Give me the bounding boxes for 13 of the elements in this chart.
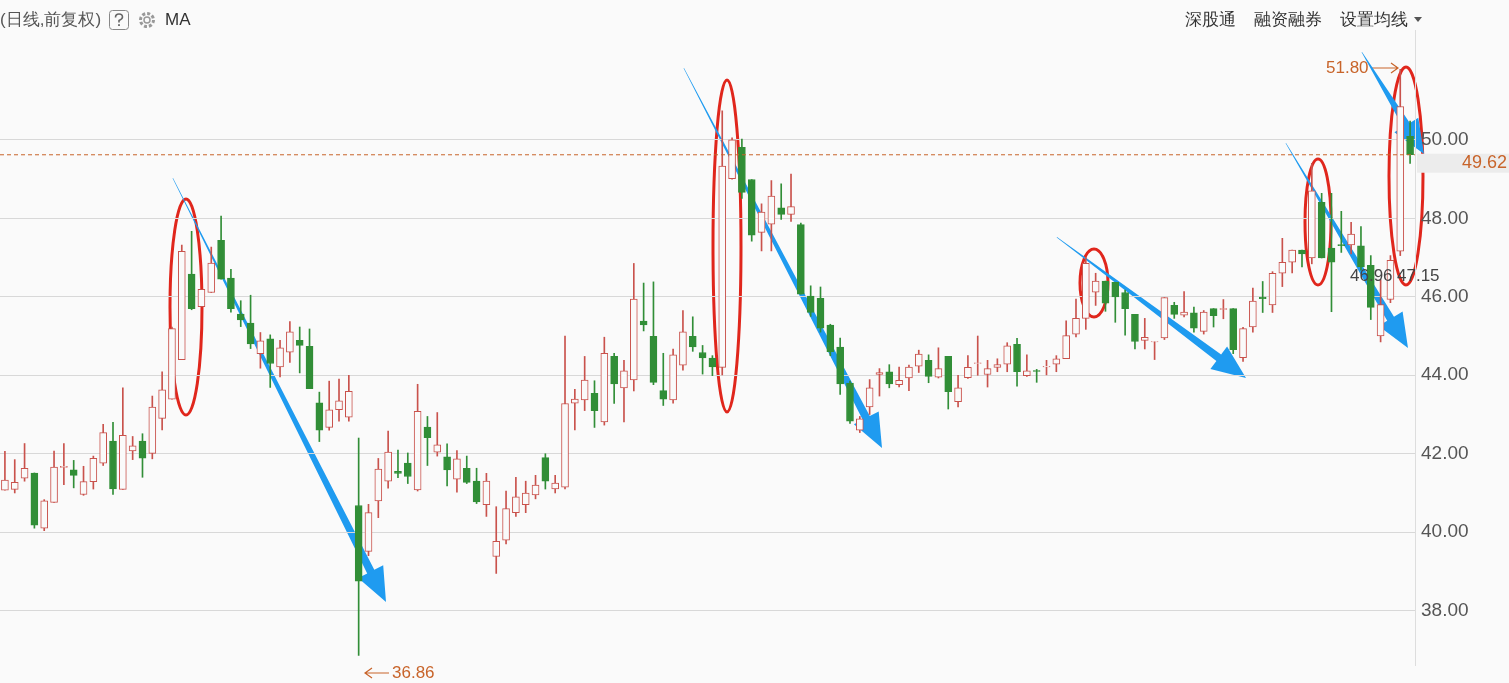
y-tick-label: 46.00: [1421, 285, 1469, 307]
text: 设置均线: [1340, 9, 1408, 31]
y-tick-label: 42.00: [1421, 441, 1469, 463]
text: MA: [165, 9, 191, 30]
annotation: 51.80: [1326, 58, 1369, 78]
annotation: 36.86: [392, 663, 435, 683]
text: 融资融券: [1254, 9, 1322, 31]
y-tick-label: 38.00: [1421, 598, 1469, 620]
y-tick-label: 40.00: [1421, 520, 1469, 542]
y-tick-label: 44.00: [1421, 363, 1469, 385]
text: 深股通: [1185, 9, 1236, 31]
ref-line-label: 49.62: [1461, 151, 1507, 172]
chart-title: (日线,前复权): [0, 9, 102, 31]
